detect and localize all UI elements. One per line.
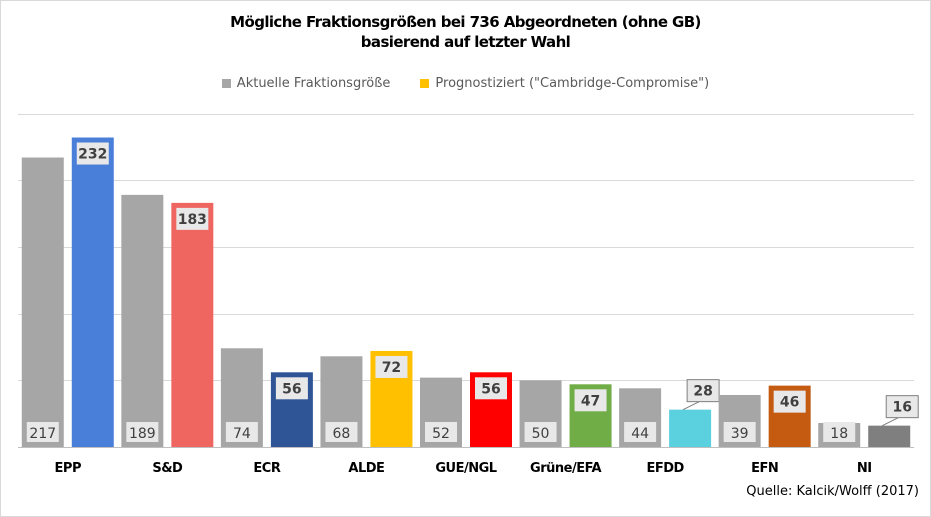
data-label-projected: 46 <box>780 395 799 411</box>
bar-projected <box>171 202 214 447</box>
category-label: S&D <box>152 461 183 476</box>
data-label-leader <box>682 401 700 411</box>
data-label-current: 50 <box>532 426 550 442</box>
data-label-projected: 47 <box>581 393 600 409</box>
category-label: EFDD <box>646 461 684 476</box>
legend-label-projected: Prognostiziert ("Cambridge-Compromise") <box>435 76 710 91</box>
category-label: Grüne/EFA <box>530 461 601 476</box>
data-label-bg-projected <box>76 142 109 165</box>
data-label-projected: 16 <box>892 400 911 416</box>
data-label-bg-current <box>225 422 258 442</box>
category-label: ECR <box>253 461 280 476</box>
bar-current <box>121 194 164 447</box>
data-label-bg-projected <box>475 377 507 400</box>
data-label-current: 74 <box>233 426 251 442</box>
category-label: NI <box>857 461 872 476</box>
bar-current <box>21 157 64 447</box>
data-label-current: 39 <box>731 426 749 442</box>
chart-title: Mögliche Fraktionsgrößen bei 736 Abgeord… <box>0 12 931 52</box>
bar-projected <box>71 137 114 447</box>
category-label: GUE/NGL <box>435 461 496 476</box>
data-label-current: 52 <box>432 426 450 442</box>
legend: Aktuelle Fraktionsgröße Prognostiziert (… <box>0 76 931 91</box>
data-label-bg-current <box>524 422 557 442</box>
data-label-bg-current <box>26 422 59 442</box>
data-label-bg-projected <box>275 377 308 400</box>
data-label-bg-current <box>723 422 756 442</box>
data-label-bg-current <box>325 422 358 442</box>
data-label-bg-projected <box>176 207 209 230</box>
data-label-projected: 72 <box>382 360 401 376</box>
chart-title-line-2: basierend auf letzter Wahl <box>360 33 571 51</box>
data-label-projected: 232 <box>78 147 107 163</box>
category-label: EFN <box>751 461 778 476</box>
data-label-bg-projected <box>885 395 919 419</box>
data-label-current: 44 <box>631 426 649 442</box>
data-label-bg-projected <box>574 389 607 412</box>
bar-projected <box>669 409 712 447</box>
data-label-projected: 56 <box>481 381 500 397</box>
data-label-bg-projected <box>686 379 720 403</box>
source-note: Quelle: Kalcik/Wolff (2017) <box>746 484 919 499</box>
bar-projected <box>868 425 911 447</box>
data-label-current: 217 <box>29 426 56 442</box>
data-label-leader <box>881 417 899 427</box>
data-label-current: 68 <box>333 426 351 442</box>
data-label-projected: 28 <box>693 384 712 400</box>
data-label-bg-current <box>823 422 856 442</box>
category-label: ALDE <box>348 461 384 476</box>
data-label-bg-projected <box>375 355 408 378</box>
data-label-projected: 56 <box>282 381 301 397</box>
legend-item-projected: Prognostiziert ("Cambridge-Compromise") <box>420 76 709 91</box>
data-label-bg-current <box>126 422 159 442</box>
data-label-bg-projected <box>773 390 806 413</box>
legend-item-current: Aktuelle Fraktionsgröße <box>221 76 391 91</box>
legend-swatch-current <box>221 79 231 88</box>
data-label-projected: 183 <box>178 212 207 228</box>
category-label: EPP <box>55 461 81 476</box>
data-label-current: 189 <box>129 426 156 442</box>
legend-label-current: Aktuelle Fraktionsgröße <box>236 76 391 91</box>
data-label-current: 18 <box>830 426 848 442</box>
data-label-bg-current <box>425 422 457 442</box>
legend-swatch-projected <box>420 79 430 88</box>
chart-title-line-1: Mögliche Fraktionsgrößen bei 736 Abgeord… <box>230 13 701 31</box>
data-label-bg-current <box>624 422 657 442</box>
